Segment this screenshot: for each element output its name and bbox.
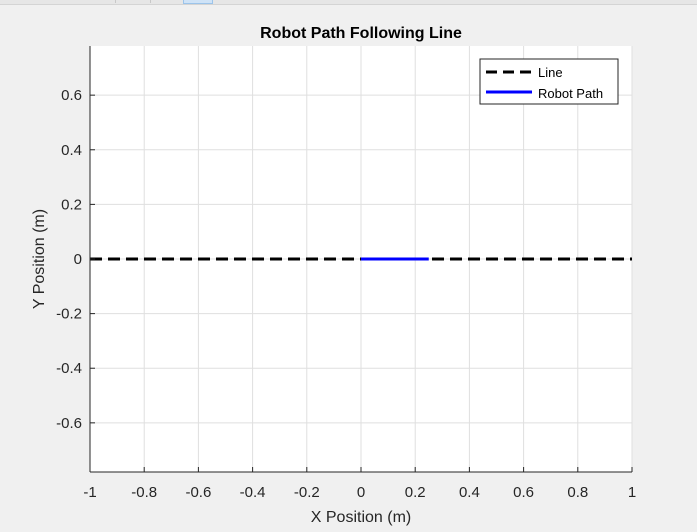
toolbar-tab-active[interactable] (183, 0, 213, 4)
legend-robot-path-label: Robot Path (538, 86, 603, 101)
x-tick-label: -0.2 (294, 484, 320, 501)
toolbar-tab[interactable] (116, 0, 151, 3)
legend[interactable]: Line Robot Path (479, 58, 619, 105)
x-tick-label: -0.4 (240, 484, 266, 501)
x-tick-label: -1 (83, 484, 96, 501)
x-tick-label: 0.8 (567, 484, 588, 501)
x-tick-label: 0 (357, 484, 365, 501)
y-tick-label: 0.6 (61, 87, 82, 104)
x-axis-label: X Position (m) (311, 509, 411, 526)
y-tick-label: 0.2 (61, 196, 82, 213)
x-tick-label: 0.4 (459, 484, 480, 501)
chart-title: Robot Path Following Line (260, 25, 462, 42)
y-tick-label: -0.4 (56, 360, 82, 377)
y-tick-label: 0 (74, 251, 82, 268)
x-tick-label: -0.8 (131, 484, 157, 501)
legend-box (479, 58, 619, 105)
x-tick-label: 1 (628, 484, 636, 501)
y-tick-label: -0.2 (56, 306, 82, 323)
y-tick-label: 0.4 (61, 142, 82, 159)
y-tick-label: -0.6 (56, 415, 82, 432)
x-tick-label: 0.2 (405, 484, 426, 501)
y-ticks: 0.6 0.4 0.2 0 -0.2 -0.4 -0.6 (56, 87, 95, 432)
toolbar-tab[interactable] (0, 0, 116, 3)
y-axis-label: Y Position (m) (31, 209, 48, 309)
figure-toolbar-strip (0, 0, 697, 5)
legend-line-label: Line (538, 65, 563, 80)
x-ticks: -1 -0.8 -0.6 -0.4 -0.2 0 0.2 0.4 0.6 0.8 1 (83, 467, 636, 501)
x-tick-label: -0.6 (185, 484, 211, 501)
x-tick-label: 0.6 (513, 484, 534, 501)
